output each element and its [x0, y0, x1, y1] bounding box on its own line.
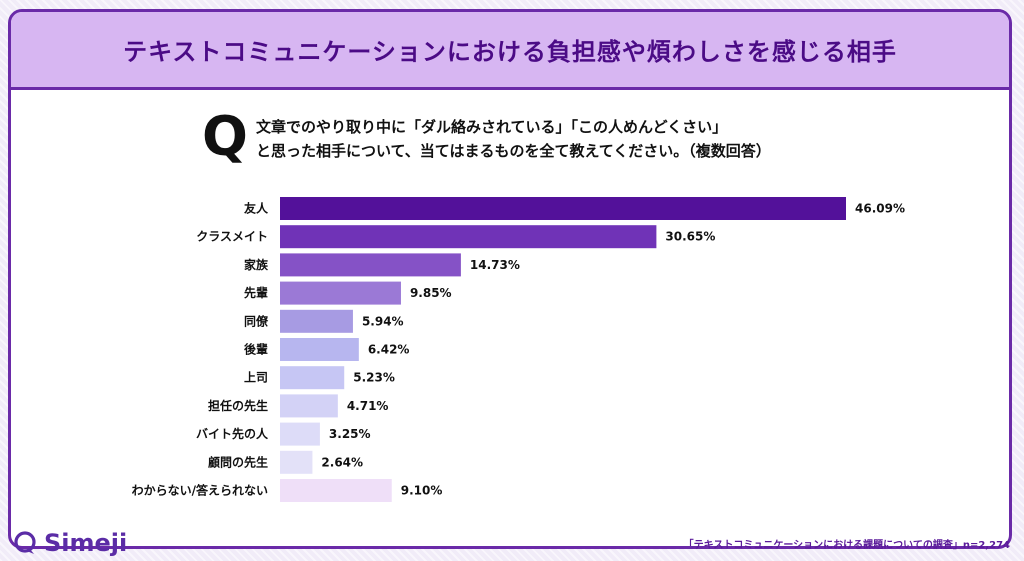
value-label-2: 14.73%	[470, 258, 520, 272]
simeji-logo: Simeji	[12, 529, 127, 557]
logo-text: Simeji	[44, 529, 128, 557]
category-label-1: クラスメイト	[196, 230, 268, 244]
category-label-3: 先輩	[244, 285, 268, 300]
value-label-1: 30.65%	[665, 230, 715, 244]
question-text: 文章でのやり取り中に「ダル絡みされている」「この人めんどくさい」 と思った相手に…	[256, 115, 771, 163]
value-label-10: 9.10%	[401, 484, 443, 498]
chart-card: テキストコミュニケーションにおける負担感や煩わしさを感じる相手	[8, 9, 1012, 549]
bar-1	[280, 225, 657, 249]
bar-10	[280, 479, 392, 502]
survey-footnote: 「テキストコミュニケーションにおける課題についての調査」n=2,274	[683, 540, 1010, 551]
category-label-2: 家族	[244, 257, 269, 272]
question-line-1: 文章でのやり取り中に「ダル絡みされている」「この人めんどくさい」	[256, 118, 728, 136]
question-line-2: と思った相手について、当てはまるものを全て教えてください。（複数回答）	[256, 142, 771, 160]
bar-8	[280, 422, 320, 446]
value-label-4: 5.94%	[362, 314, 404, 328]
bar-4	[280, 309, 353, 333]
category-label-5: 後輩	[244, 342, 268, 357]
value-label-6: 5.23%	[353, 371, 395, 385]
value-label-3: 9.85%	[410, 286, 452, 300]
bar-7	[280, 394, 338, 418]
simeji-logo-icon	[14, 531, 36, 554]
value-label-0: 46.09%	[855, 202, 905, 216]
category-label-6: 上司	[244, 370, 268, 385]
value-label-5: 6.42%	[368, 343, 410, 357]
bar-5	[280, 338, 359, 361]
category-label-4: 同僚	[244, 313, 269, 328]
bar-6	[280, 366, 345, 390]
category-label-0: 友人	[243, 201, 269, 216]
value-label-7: 4.71%	[347, 399, 389, 413]
bar-0	[280, 197, 846, 220]
category-label-9: 顧問の先生	[208, 454, 268, 469]
title-banner: テキストコミュニケーションにおける負担感や煩わしさを感じる相手	[11, 12, 1009, 90]
category-label-7: 担任の先生	[208, 398, 268, 413]
question-mark: Q	[202, 105, 248, 168]
value-label-9: 2.64%	[321, 455, 363, 469]
value-label-8: 3.25%	[329, 427, 371, 441]
bar-2	[280, 253, 461, 277]
bar-3	[280, 281, 401, 305]
category-label-10: わからない/答えられない	[132, 483, 268, 498]
category-label-8: バイト先の人	[196, 426, 269, 441]
chart-title: テキストコミュニケーションにおける負担感や煩わしさを感じる相手	[123, 38, 897, 66]
bar-9	[280, 450, 313, 474]
